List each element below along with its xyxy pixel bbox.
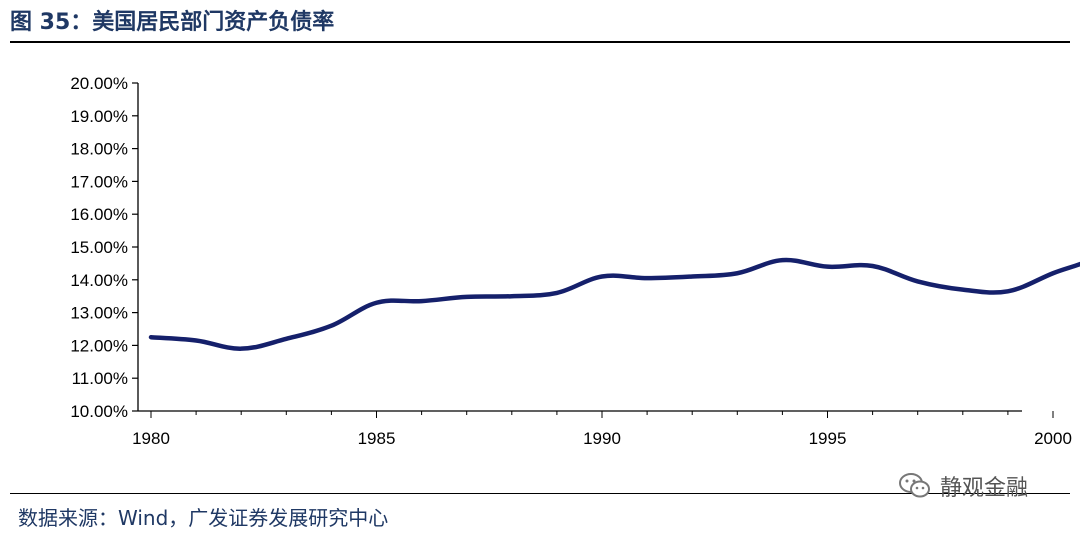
y-tick-label: 16.00% [70, 205, 128, 224]
y-tick-label: 20.00% [70, 74, 128, 93]
y-tick-label: 12.00% [70, 336, 128, 355]
chart-axes [137, 83, 1022, 412]
y-tick-label: 19.00% [70, 107, 128, 126]
watermark: 静观金融 [898, 470, 1028, 502]
chart-title: 图 35：美国居民部门资产负债率 [10, 10, 335, 35]
series-group [148, 257, 1080, 351]
x-tick-label: 1995 [809, 429, 847, 448]
y-tick-label: 11.00% [72, 369, 128, 388]
x-tick-label: 1985 [358, 429, 396, 448]
y-tick-label: 18.00% [70, 140, 128, 159]
y-tick-label: 14.00% [70, 271, 128, 290]
y-tick-label: 15.00% [70, 238, 128, 257]
y-axis-ticks: 10.00% 11.00% 12.00% 13.00% 14.00% 15.00% 16.0… [70, 74, 138, 421]
x-tick-label: 1980 [132, 429, 170, 448]
x-tick-label: 1990 [583, 429, 621, 448]
top-divider [10, 41, 1070, 43]
y-tick-label: 13.00% [70, 304, 128, 323]
x-axis-ticks: 19801985199019952000200520102015 [132, 411, 1072, 448]
source-note: 数据来源：Wind，广发证券发展研究中心 [18, 506, 389, 530]
series-line [148, 257, 1080, 351]
y-tick-label: 10.00% [70, 402, 128, 421]
bottom-divider [10, 493, 1070, 494]
wechat-icon [899, 473, 930, 498]
y-tick-label: 17.00% [70, 172, 128, 191]
watermark-text: 静观金融 [940, 476, 1029, 501]
x-tick-label: 2000 [1034, 429, 1072, 448]
